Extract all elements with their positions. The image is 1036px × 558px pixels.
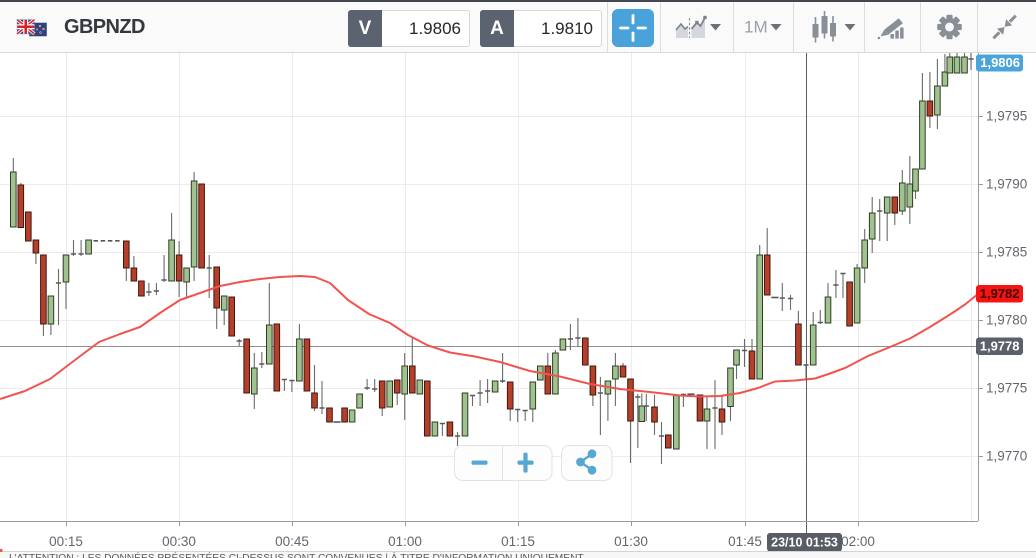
svg-text:1,9795: 1,9795: [986, 109, 1027, 124]
svg-text:01:15: 01:15: [501, 534, 535, 549]
svg-text:1,9806: 1,9806: [980, 55, 1020, 70]
svg-text:1,9790: 1,9790: [986, 177, 1027, 192]
svg-text:23/10 01:53: 23/10 01:53: [771, 536, 838, 550]
svg-text:1,9770: 1,9770: [986, 449, 1027, 464]
svg-text:1,9780: 1,9780: [986, 313, 1027, 328]
svg-text:1,9782: 1,9782: [980, 286, 1020, 301]
svg-text:00:15: 00:15: [49, 534, 83, 549]
svg-text:00:30: 00:30: [162, 534, 196, 549]
svg-text:01:00: 01:00: [388, 534, 422, 549]
svg-text:L'ATTENTION : LES DONNÉES PRÉS: L'ATTENTION : LES DONNÉES PRÉSENTÉES CI-…: [9, 551, 584, 558]
svg-text:00:45: 00:45: [275, 534, 309, 549]
svg-text:02:00: 02:00: [841, 534, 875, 549]
svg-text:1,9778: 1,9778: [980, 339, 1020, 354]
svg-text:1M: 1M: [744, 18, 768, 37]
svg-text:1,9785: 1,9785: [986, 245, 1027, 260]
svg-text:1,9775: 1,9775: [986, 381, 1027, 396]
svg-text:01:45: 01:45: [728, 534, 762, 549]
svg-text:01:30: 01:30: [614, 534, 648, 549]
